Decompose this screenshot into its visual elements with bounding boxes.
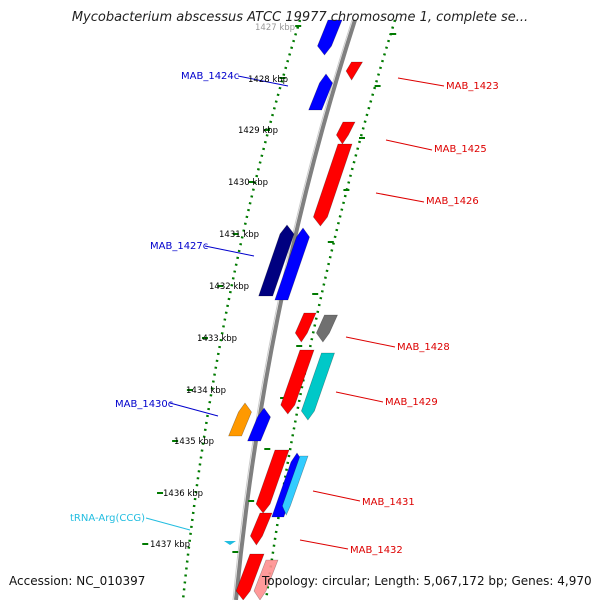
leader-mab-1428	[345, 336, 396, 348]
outer-ring-dotted	[264, 19, 397, 600]
gene-mab-1434	[253, 559, 279, 600]
trna-marker	[224, 541, 236, 545]
leader-mab-1429	[335, 391, 384, 403]
tick-label: 1433 kbp	[197, 334, 237, 344]
gene-label-mab-1429[interactable]: MAB_1429	[385, 397, 438, 408]
leader-mab-1427c	[204, 245, 255, 257]
gene-mab-1426	[313, 143, 353, 227]
tick-label: 1432 kbp	[209, 282, 249, 292]
gene-mab-1429b	[301, 352, 335, 421]
tick-label: 1428 kbp	[248, 75, 288, 85]
gene-label-mab-1432[interactable]: MAB_1432	[350, 545, 403, 556]
tick-label: 1430 kbp	[228, 178, 268, 188]
gene-mab-1428	[294, 312, 317, 343]
gene-mab-1425	[336, 121, 356, 145]
tick-marks	[142, 25, 397, 553]
gene-mab-1433	[235, 553, 265, 600]
gene-label-mab-1430c[interactable]: MAB_1430c	[115, 399, 173, 410]
gene-features	[224, 19, 364, 600]
leader-mab-1423	[397, 77, 445, 87]
gene-label-mab-1428[interactable]: MAB_1428	[397, 342, 450, 353]
tick-label: 1429 kbp	[238, 126, 278, 136]
gene-mab-1427c-a	[258, 224, 295, 297]
tick-label: 1436 kbp	[163, 489, 203, 499]
gene-label-mab-1423[interactable]: MAB_1423	[446, 81, 499, 92]
gene-mab-1430c-a	[228, 402, 252, 437]
gene-mab-1427c-b	[274, 227, 310, 301]
gene-mab-1431c	[281, 455, 309, 516]
leader-mab-1424c	[237, 75, 289, 87]
gene-label-mab-1431[interactable]: MAB_1431	[362, 497, 415, 508]
tick-label: 1434 kbp	[186, 386, 226, 396]
label-leader-lines	[145, 75, 445, 550]
gene-mab-1429	[280, 349, 315, 415]
gene-label-mab-1425[interactable]: MAB_1425	[434, 144, 487, 155]
gene-mab-1430c-b	[247, 407, 271, 442]
gene-label-mab-1427c[interactable]: MAB_1427c	[150, 241, 208, 252]
leader-trna	[145, 517, 191, 531]
gene-mab-1432	[250, 512, 273, 546]
tick-label: 1437 kbp	[150, 540, 190, 550]
tick-label: 1431 kbp	[219, 230, 259, 240]
gene-mab-1431	[255, 449, 290, 514]
tick-label: 1427 kbp	[255, 23, 295, 33]
topology-summary: Topology: circular; Length: 5,067,172 bp…	[262, 574, 592, 588]
gene-mab-1428b	[316, 314, 338, 343]
leader-mab-1426	[375, 192, 425, 203]
gene-mab-1422c	[317, 19, 343, 56]
leader-mab-1432	[299, 539, 349, 550]
tick-label: 1435 kbp	[174, 437, 214, 447]
gene-label-trna-arg[interactable]: tRNA-Arg(CCG)	[70, 513, 145, 524]
gene-mab-1424c	[308, 73, 333, 111]
leader-mab-1430c	[169, 402, 219, 417]
gene-label-mab-1424c[interactable]: MAB_1424c	[181, 71, 239, 82]
chromosome-backbone	[234, 19, 357, 600]
map-title: Mycobacterium abscessus ATCC 19977 chrom…	[71, 10, 529, 25]
inner-ring-dotted	[181, 19, 302, 600]
backbone-highlight	[232, 19, 353, 600]
leader-mab-1425	[385, 139, 433, 151]
gene-mab-1423	[345, 61, 364, 81]
leader-mab-1431	[312, 490, 361, 502]
accession-text: Accession: NC_010397	[9, 574, 146, 588]
gene-label-mab-1426[interactable]: MAB_1426	[426, 196, 479, 207]
